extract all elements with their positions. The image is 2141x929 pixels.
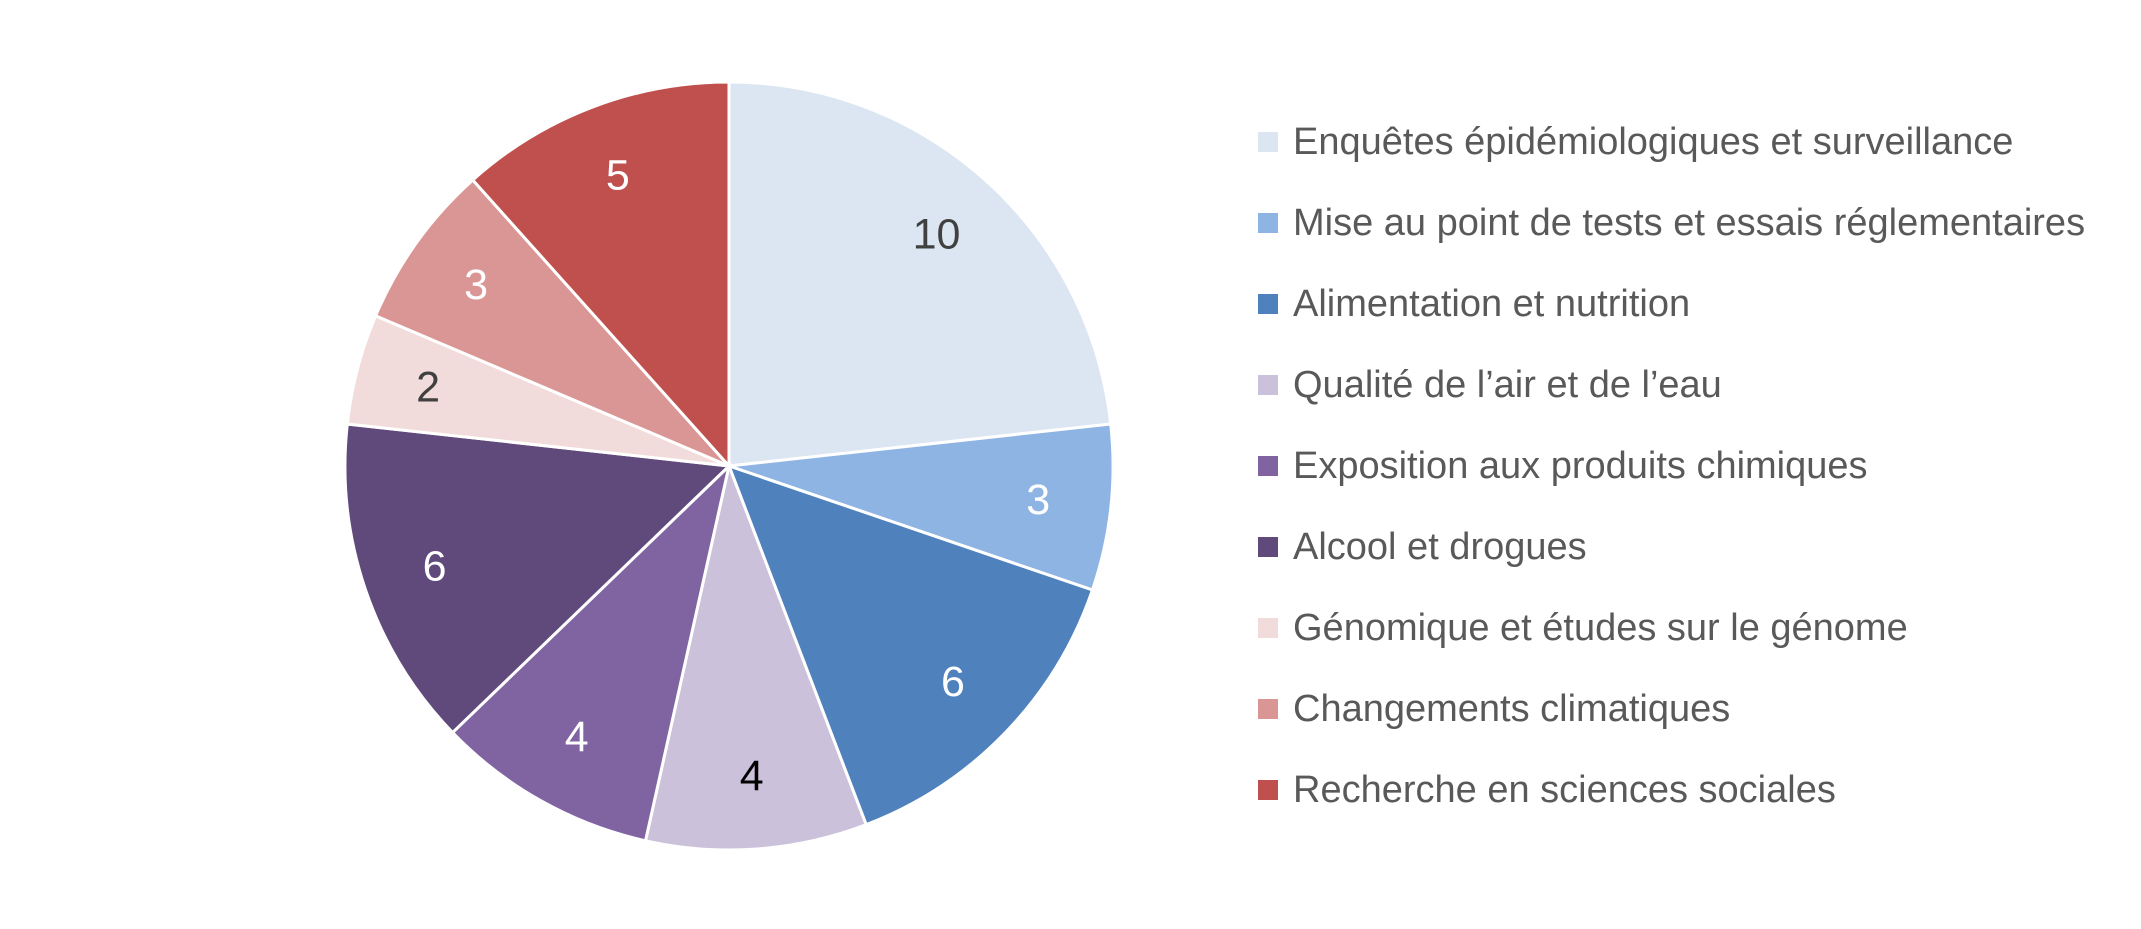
pie-data-label: 4 xyxy=(740,752,764,800)
legend-item: Alcool et drogues xyxy=(1258,526,1587,568)
pie-data-label: 6 xyxy=(423,542,447,590)
legend-label: Génomique et études sur le génome xyxy=(1293,607,1908,649)
pie-data-label: 2 xyxy=(416,363,440,411)
pie-data-label: 10 xyxy=(913,210,961,258)
legend-label: Exposition aux produits chimiques xyxy=(1293,445,1868,487)
pie-data-label: 3 xyxy=(464,261,488,309)
legend-swatch xyxy=(1258,456,1278,476)
pie-data-label: 3 xyxy=(1026,476,1050,524)
legend-item: Qualité de l’air et de l’eau xyxy=(1258,364,1722,406)
legend-item: Enquêtes épidémiologiques et surveillanc… xyxy=(1258,121,2013,163)
pie-slice xyxy=(343,422,733,735)
legend-swatch xyxy=(1258,375,1278,395)
legend-item: Changements climatiques xyxy=(1258,688,1730,730)
legend-label: Recherche en sciences sociales xyxy=(1293,769,1836,811)
legend-swatch xyxy=(1258,213,1278,233)
pie-slices xyxy=(343,80,1115,852)
legend-item: Recherche en sciences sociales xyxy=(1258,769,1836,811)
pie-slice xyxy=(728,422,1115,592)
legend-label: Alimentation et nutrition xyxy=(1293,283,1690,325)
legend-swatch xyxy=(1258,132,1278,152)
legend-swatch xyxy=(1258,780,1278,800)
legend-item: Alimentation et nutrition xyxy=(1258,283,1690,325)
legend-label: Alcool et drogues xyxy=(1293,526,1587,568)
legend-label: Changements climatiques xyxy=(1293,688,1730,730)
legend-swatch xyxy=(1258,294,1278,314)
pie-data-label: 4 xyxy=(565,713,589,761)
pie-slice xyxy=(727,80,1113,468)
legend-label: Mise au point de tests et essais régleme… xyxy=(1293,202,2085,244)
pie-slice xyxy=(470,80,731,470)
legend-swatch xyxy=(1258,618,1278,638)
legend: Enquêtes épidémiologiques et surveillanc… xyxy=(1258,121,2085,811)
legend-swatch xyxy=(1258,537,1278,557)
pie-slice xyxy=(373,177,731,468)
legend-swatch xyxy=(1258,699,1278,719)
pie-data-label: 5 xyxy=(606,151,630,199)
pie-slice xyxy=(726,463,1095,827)
pie-data-labels: 10 3 6 4 4 6 2 3 5 xyxy=(416,151,1050,800)
legend-item: Génomique et études sur le génome xyxy=(1258,607,1908,649)
pie-data-label: 6 xyxy=(941,658,965,706)
pie-slice xyxy=(450,461,732,843)
legend-label: Qualité de l’air et de l’eau xyxy=(1293,364,1722,406)
legend-item: Exposition aux produits chimiques xyxy=(1258,445,1868,487)
legend-label: Enquêtes épidémiologiques et surveillanc… xyxy=(1293,121,2013,163)
pie-slice xyxy=(643,460,869,852)
legend-item: Mise au point de tests et essais régleme… xyxy=(1258,202,2085,244)
